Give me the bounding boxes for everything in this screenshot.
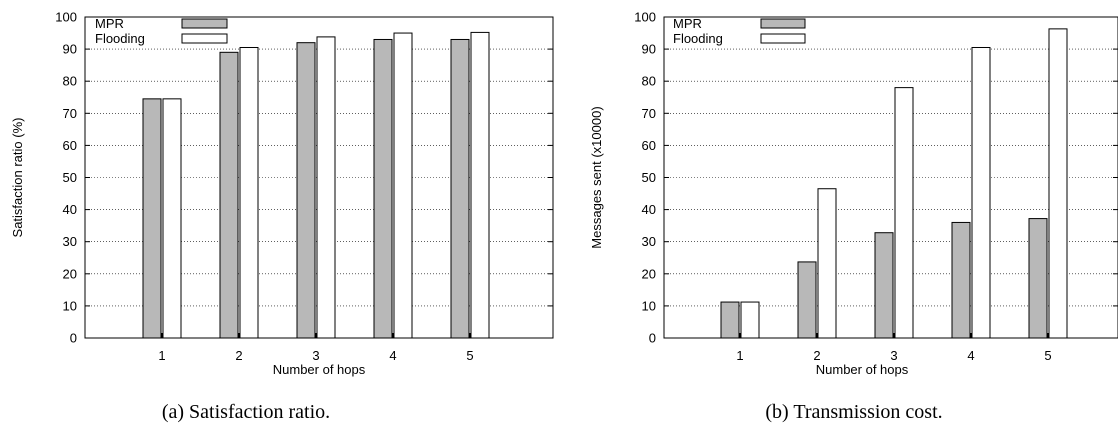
x-tick-label: 5 [1044, 348, 1051, 363]
bar-mpr-3 [296, 42, 316, 339]
x-tick-label: 2 [813, 348, 820, 363]
bar-mpr-2 [797, 261, 817, 339]
bar-flooding-5 [470, 31, 490, 339]
bar-mpr-4 [373, 38, 393, 339]
x-tick-label: 3 [312, 348, 319, 363]
legend-swatch-mpr [760, 18, 806, 29]
y-tick-label: 40 [642, 202, 656, 217]
y-tick-label: 80 [642, 74, 656, 89]
legend-label-mpr: MPR [95, 16, 124, 31]
y-tick-label: 10 [63, 298, 77, 313]
legend-swatch-flooding [760, 33, 806, 44]
y-tick-label: 30 [642, 234, 656, 249]
legend-swatch-mpr [181, 18, 228, 29]
x-tick-label: 1 [736, 348, 743, 363]
bar-mpr-2 [219, 51, 239, 339]
y-tick-label: 60 [642, 138, 656, 153]
bar-flooding-1 [740, 301, 760, 339]
y-tick-label: 70 [642, 106, 656, 121]
x-tick-label: 4 [389, 348, 396, 363]
bar-mpr-5 [1028, 218, 1048, 339]
bar-mpr-3 [874, 232, 894, 339]
x-tick-label: 4 [967, 348, 974, 363]
bar-flooding-2 [817, 188, 837, 339]
legend-swatch-flooding [181, 33, 228, 44]
x-tick-label: 1 [158, 348, 165, 363]
x-tick-label: 2 [235, 348, 242, 363]
bar-mpr-1 [720, 301, 740, 339]
y-tick-label: 0 [70, 331, 77, 346]
y-tick-label: 70 [63, 106, 77, 121]
y-tick-label: 20 [642, 266, 656, 281]
y-tick-label: 10 [642, 298, 656, 313]
y-tick-label: 20 [63, 266, 77, 281]
y-tick-label: 40 [63, 202, 77, 217]
y-tick-label: 0 [649, 331, 656, 346]
y-tick-label: 60 [63, 138, 77, 153]
bar-mpr-1 [142, 98, 162, 339]
legend-label-flooding: Flooding [95, 31, 145, 46]
x-axis-label: Number of hops [273, 362, 366, 377]
y-tick-label: 50 [642, 170, 656, 185]
y-tick-label: 90 [63, 42, 77, 57]
bar-flooding-2 [239, 46, 259, 339]
y-tick-label: 100 [55, 10, 77, 25]
y-tick-label: 90 [642, 42, 656, 57]
bar-mpr-4 [951, 221, 971, 339]
legend-label-mpr: MPR [673, 16, 702, 31]
y-axis-label: Satisfaction ratio (%) [10, 118, 25, 238]
bar-flooding-4 [971, 46, 991, 339]
y-axis-label: Messages sent (x10000) [589, 106, 604, 248]
bar-flooding-1 [162, 98, 182, 339]
plot-frame [663, 16, 1118, 339]
x-axis-label: Number of hops [816, 362, 909, 377]
y-tick-label: 30 [63, 234, 77, 249]
bar-flooding-3 [894, 87, 914, 339]
figure-caption: (a) Satisfaction ratio. [162, 401, 330, 423]
x-tick-label: 5 [466, 348, 473, 363]
bar-flooding-3 [316, 36, 336, 339]
y-tick-label: 50 [63, 170, 77, 185]
figure-caption: (b) Transmission cost. [765, 401, 942, 423]
bar-flooding-4 [393, 32, 413, 339]
legend-label-flooding: Flooding [673, 31, 723, 46]
plot-frame [84, 16, 554, 339]
y-tick-label: 80 [63, 74, 77, 89]
bar-flooding-5 [1048, 28, 1068, 339]
y-tick-label: 100 [634, 10, 656, 25]
bar-mpr-5 [450, 38, 470, 339]
x-tick-label: 3 [890, 348, 897, 363]
